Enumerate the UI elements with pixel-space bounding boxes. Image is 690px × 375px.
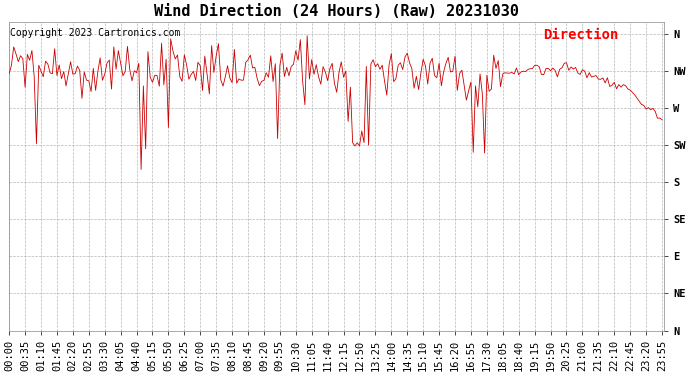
Text: Direction: Direction: [543, 28, 618, 42]
Text: Copyright 2023 Cartronics.com: Copyright 2023 Cartronics.com: [10, 28, 181, 38]
Title: Wind Direction (24 Hours) (Raw) 20231030: Wind Direction (24 Hours) (Raw) 20231030: [155, 4, 520, 19]
